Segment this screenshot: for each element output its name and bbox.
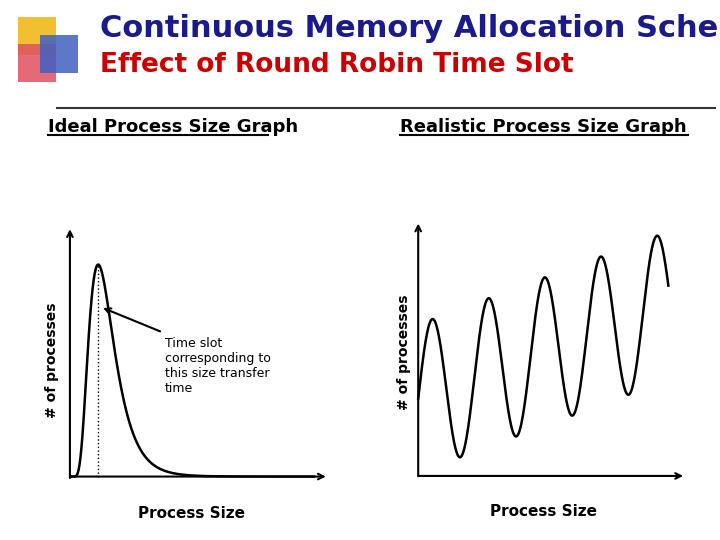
Bar <box>18 44 56 82</box>
Text: Continuous Memory Allocation Scheme: Continuous Memory Allocation Scheme <box>100 14 720 43</box>
Text: Process Size: Process Size <box>490 504 597 519</box>
Text: Time slot
corresponding to
this size transfer
time: Time slot corresponding to this size tra… <box>165 336 271 395</box>
Text: # of processes: # of processes <box>45 302 59 418</box>
Text: # of processes: # of processes <box>397 294 411 410</box>
Bar <box>18 17 56 55</box>
Text: Effect of Round Robin Time Slot: Effect of Round Robin Time Slot <box>100 52 574 78</box>
Bar <box>40 35 78 73</box>
Text: Realistic Process Size Graph: Realistic Process Size Graph <box>400 118 687 136</box>
Text: Ideal Process Size Graph: Ideal Process Size Graph <box>48 118 298 136</box>
Text: Process Size: Process Size <box>138 506 246 521</box>
